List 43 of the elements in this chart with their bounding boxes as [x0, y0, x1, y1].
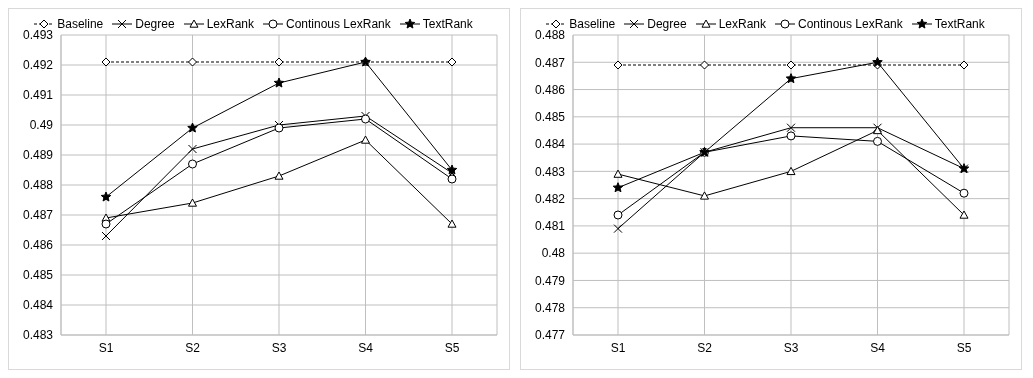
legend-label: TextRank	[422, 17, 473, 31]
y-tick-label: 0.478	[534, 300, 566, 315]
x-tick-label: S4	[358, 340, 374, 355]
y-tick-label: 0.487	[534, 55, 566, 70]
y-tick-label: 0.479	[534, 273, 566, 288]
y-tick-label: 0.483	[22, 328, 54, 343]
y-tick-label: 0.486	[534, 82, 566, 97]
x-tick-label: S5	[444, 340, 460, 355]
legend-label: Baseline	[57, 17, 104, 31]
x-tick-label: S1	[610, 340, 626, 355]
y-tick-label: 0.483	[534, 164, 566, 179]
y-tick-label: 0.489	[22, 148, 54, 163]
legend-label: LexRank	[718, 17, 766, 31]
x-tick-label: S1	[98, 340, 114, 355]
y-tick-label: 0.484	[534, 137, 566, 152]
y-tick-label: 0.493	[22, 28, 54, 43]
y-tick-label: 0.488	[22, 178, 54, 193]
y-tick-label: 0.487	[22, 208, 54, 223]
y-tick-label: 0.492	[22, 58, 54, 73]
y-tick-label: 0.49	[29, 118, 54, 133]
x-tick-label: S2	[185, 340, 201, 355]
y-tick-label: 0.484	[22, 298, 54, 313]
x-tick-label: S3	[271, 340, 287, 355]
x-tick-label: S4	[870, 340, 886, 355]
y-tick-label: 0.485	[534, 110, 566, 125]
legend-label: Continous LexRank	[798, 17, 903, 31]
x-tick-label: S3	[783, 340, 799, 355]
legend-label: TextRank	[934, 17, 985, 31]
y-tick-label: 0.485	[22, 268, 54, 283]
x-tick-label: S5	[956, 340, 972, 355]
y-tick-label: 0.48	[541, 246, 566, 261]
x-tick-label: S2	[697, 340, 713, 355]
y-tick-label: 0.488	[534, 28, 566, 43]
y-tick-label: 0.477	[534, 328, 566, 343]
legend-label: LexRank	[206, 17, 254, 31]
y-tick-label: 0.486	[22, 238, 54, 253]
legend-label: Continous LexRank	[286, 17, 391, 31]
legend-label: Baseline	[569, 17, 616, 31]
legend-label: Degree	[647, 17, 687, 31]
y-tick-label: 0.491	[22, 88, 54, 103]
y-tick-label: 0.481	[534, 219, 566, 234]
legend-label: Degree	[135, 17, 175, 31]
y-tick-label: 0.482	[534, 191, 566, 206]
